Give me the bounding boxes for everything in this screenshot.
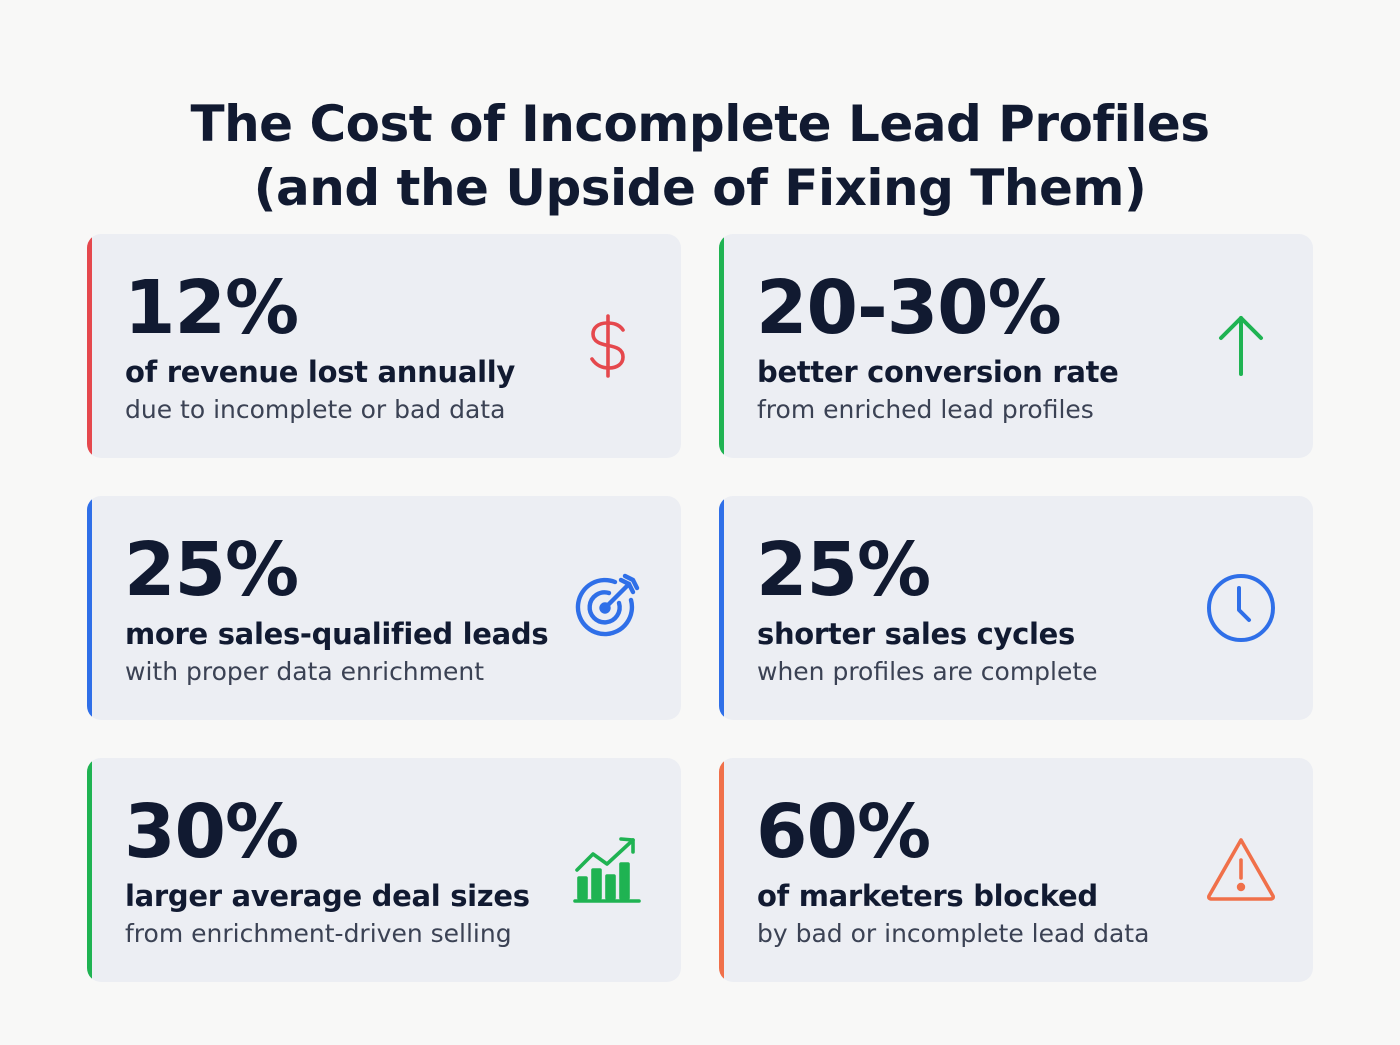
page-title-line-2: (and the Upside of Fixing Them) (253, 158, 1147, 217)
card-accent-bar (719, 496, 724, 720)
stat-subtext: from enrichment-driven selling (125, 919, 512, 948)
card-accent-bar (87, 234, 92, 458)
stat-headline: of revenue lost annually (125, 355, 515, 389)
page-title: The Cost of Incomplete Lead Profiles (an… (0, 92, 1400, 220)
stat-card-conversion-rate: 20-30% better conversion rate from enric… (719, 234, 1313, 458)
stat-card-deal-sizes: 30% larger average deal sizes from enric… (87, 758, 681, 982)
stat-subtext: due to incomplete or bad data (125, 395, 506, 424)
stat-value: 25% (756, 527, 931, 613)
clock-icon (1203, 570, 1279, 646)
card-accent-bar (719, 234, 724, 458)
stat-card-marketers-blocked: 60% of marketers blocked by bad or incom… (719, 758, 1313, 982)
arrow-up-icon (1203, 308, 1279, 384)
dollar-icon (571, 308, 647, 384)
stat-value: 30% (124, 789, 299, 875)
stat-value: 20-30% (756, 265, 1062, 351)
stat-subtext: by bad or incomplete lead data (757, 919, 1150, 948)
stat-subtext: from enriched lead profiles (757, 395, 1094, 424)
stat-subtext: with proper data enrichment (125, 657, 485, 686)
stat-value: 25% (124, 527, 299, 613)
stat-value: 12% (124, 265, 299, 351)
warning-icon (1203, 832, 1279, 908)
card-accent-bar (87, 758, 92, 982)
stat-headline: larger average deal sizes (125, 879, 530, 913)
page-title-line-1: The Cost of Incomplete Lead Profiles (190, 94, 1210, 153)
stat-card-sales-qualified-leads: 25% more sales-qualified leads with prop… (87, 496, 681, 720)
stat-card-sales-cycles: 25% shorter sales cycles when profiles a… (719, 496, 1313, 720)
stat-headline: more sales-qualified leads (125, 617, 549, 651)
stat-value: 60% (756, 789, 931, 875)
card-accent-bar (87, 496, 92, 720)
target-icon (569, 570, 645, 646)
stat-headline: shorter sales cycles (757, 617, 1076, 651)
stat-subtext: when profiles are complete (757, 657, 1098, 686)
stat-card-revenue-lost: 12% of revenue lost annually due to inco… (87, 234, 681, 458)
growth-chart-icon (569, 832, 645, 908)
stat-headline: better conversion rate (757, 355, 1119, 389)
stats-grid: 12% of revenue lost annually due to inco… (87, 234, 1313, 982)
stat-headline: of marketers blocked (757, 879, 1098, 913)
card-accent-bar (719, 758, 724, 982)
